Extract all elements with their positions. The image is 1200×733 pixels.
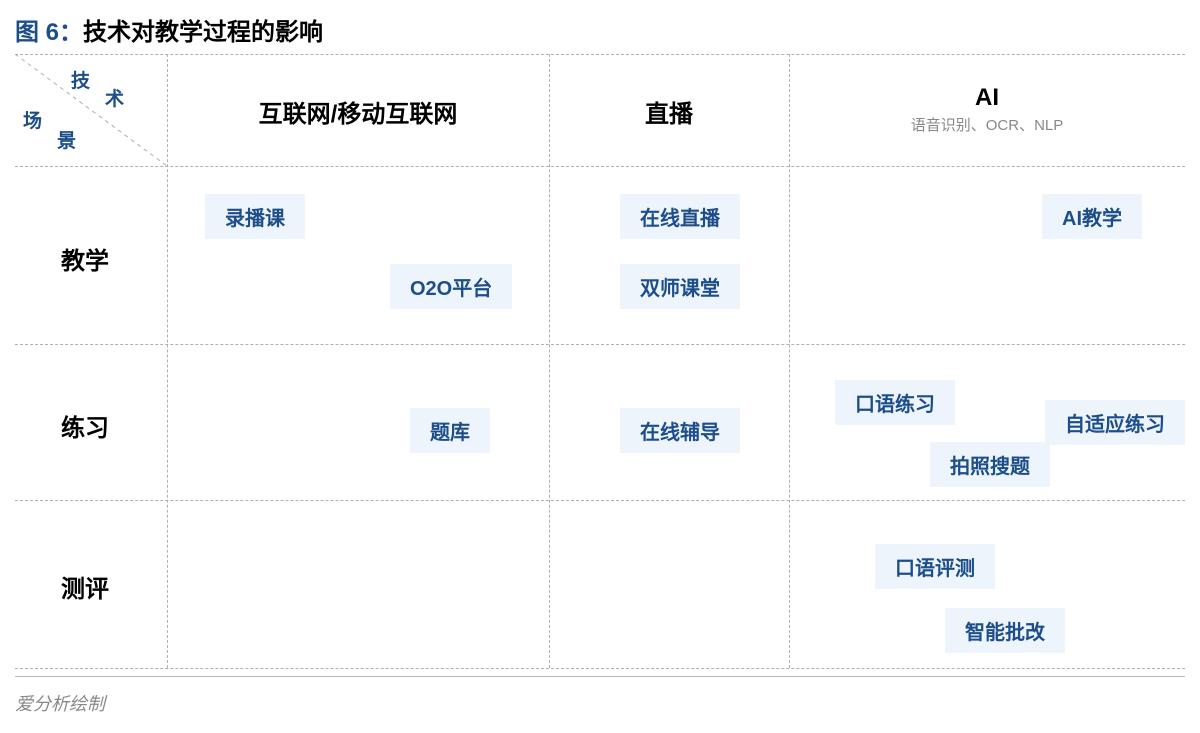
- column-header-live: 直播: [549, 94, 789, 129]
- tag-photo-search: 拍照搜题: [930, 442, 1050, 487]
- column-header-internet: 互联网/移动互联网: [167, 94, 549, 129]
- axis-corner: 技 术 场 景: [15, 54, 167, 166]
- matrix-chart: 技 术 场 景 互联网/移动互联网 直播 AI 语音识别、OCR、NLP 教学 …: [15, 54, 1185, 668]
- grid-hline: [15, 54, 1185, 55]
- tag-ai-teaching: AI教学: [1042, 194, 1142, 239]
- axis-tech-char: 术: [105, 84, 124, 111]
- tag-question-bank: 题库: [410, 408, 490, 453]
- axis-scene-char: 景: [57, 126, 76, 153]
- grid-hline: [15, 344, 1185, 345]
- tag-oral-practice: 口语练习: [835, 380, 955, 425]
- figure-number: 图 6：: [15, 19, 83, 46]
- tag-online-live: 在线直播: [620, 194, 740, 239]
- grid-hline: [15, 166, 1185, 167]
- footer-divider: [15, 676, 1185, 677]
- grid-vline: [789, 54, 790, 668]
- axis-tech-char: 技: [71, 66, 90, 93]
- source-credit: 爱分析绘制: [15, 690, 105, 716]
- tag-smart-grading: 智能批改: [945, 608, 1065, 653]
- row-header-teaching: 教学: [61, 241, 109, 276]
- grid-hline: [15, 668, 1185, 669]
- grid-vline: [167, 54, 168, 668]
- tag-adaptive: 自适应练习: [1045, 400, 1185, 445]
- row-header-assessment: 测评: [61, 569, 109, 604]
- tag-oral-evaluation: 口语评测: [875, 544, 995, 589]
- tag-online-tutoring: 在线辅导: [620, 408, 740, 453]
- tag-recorded-course: 录播课: [205, 194, 305, 239]
- grid-hline: [15, 500, 1185, 501]
- row-header-practice: 练习: [61, 408, 109, 443]
- figure-title-text: 技术对教学过程的影响: [83, 19, 323, 46]
- tag-dual-teacher: 双师课堂: [620, 264, 740, 309]
- figure-title: 图 6：技术对教学过程的影响: [15, 12, 323, 47]
- axis-scene-char: 场: [23, 106, 42, 133]
- tag-o2o-platform: O2O平台: [390, 264, 512, 309]
- column-header-ai: AI 语音识别、OCR、NLP: [789, 84, 1185, 135]
- grid-vline: [549, 54, 550, 668]
